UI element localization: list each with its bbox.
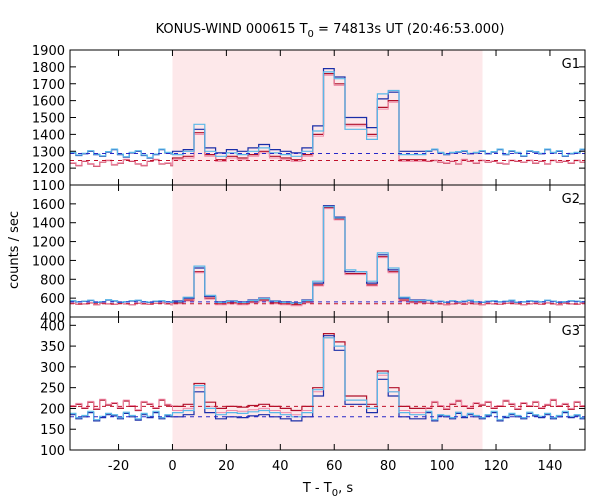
panel-label-g3: G3 (562, 324, 580, 339)
x-tick-label: 80 (380, 459, 397, 474)
y-tick-label: 400 (40, 311, 65, 326)
y-tick-label: 1700 (32, 78, 65, 93)
y-tick-label: 1200 (32, 162, 65, 177)
y-axis-label: counts / sec (7, 211, 22, 289)
chart-title: KONUS-WIND 000615 T0 = 74813s UT (20:46:… (156, 22, 505, 40)
burst-interval-shade (172, 50, 483, 185)
y-tick-label: 350 (40, 340, 65, 355)
series-cyan-line (70, 337, 585, 421)
y-tick-label: 1600 (32, 95, 65, 110)
panel-series-group (70, 333, 585, 422)
panel-series-group (70, 205, 585, 307)
x-tick-label: -20 (108, 459, 129, 474)
x-tick-label: 0 (168, 459, 176, 474)
y-tick-label: 150 (40, 423, 65, 438)
x-tick-label: 20 (218, 459, 235, 474)
panel-frame (69, 316, 586, 451)
y-tick-label: 800 (40, 273, 65, 288)
burst-interval-shade (172, 317, 483, 450)
y-tick-label: 1300 (32, 145, 65, 160)
y-tick-label: 400 (40, 319, 65, 334)
panels-group: 110012001300140015001600170018001900G140… (32, 44, 586, 459)
x-tick-label: 120 (484, 459, 509, 474)
panel-label-g2: G2 (562, 192, 580, 207)
x-tick-label: 60 (326, 459, 343, 474)
panel-g3: 100 150 200 250 300 350 400 G3 (40, 316, 586, 459)
x-tick-label: 40 (272, 459, 289, 474)
x-tick-label: 100 (430, 459, 455, 474)
y-tick-label: 100 (40, 444, 65, 459)
x-tick-label: 140 (538, 459, 563, 474)
y-tick-label: 1500 (32, 112, 65, 127)
y-tick-label: 1000 (32, 254, 65, 269)
series-red-line (70, 333, 585, 412)
y-tick-label: 1900 (32, 44, 65, 59)
series-cyan-line (70, 71, 585, 159)
panel-label-g1: G1 (562, 57, 580, 72)
panel-series-group (70, 68, 585, 167)
series-cyan-line (70, 206, 585, 304)
x-axis-label: T - T0, s (302, 481, 353, 499)
y-tick-label: 250 (40, 382, 65, 397)
y-tick-label: 1200 (32, 236, 65, 251)
x-tick-labels: -20 0 20 40 60 80 100 120 140 (108, 459, 562, 474)
y-tick-label: 1400 (32, 217, 65, 232)
panel-g2: 400 600 800 1000 1200 1400 1600 G2 (32, 184, 586, 326)
y-tick-label: 300 (40, 361, 65, 376)
y-tick-label: 1400 (32, 128, 65, 143)
y-tick-label: 1800 (32, 61, 65, 76)
y-tick-label: 1600 (32, 198, 65, 213)
y-tick-label: 600 (40, 292, 65, 307)
burst-interval-shade (172, 185, 483, 317)
y-tick-label: 1100 (32, 179, 65, 194)
y-tick-label: 200 (40, 402, 65, 417)
